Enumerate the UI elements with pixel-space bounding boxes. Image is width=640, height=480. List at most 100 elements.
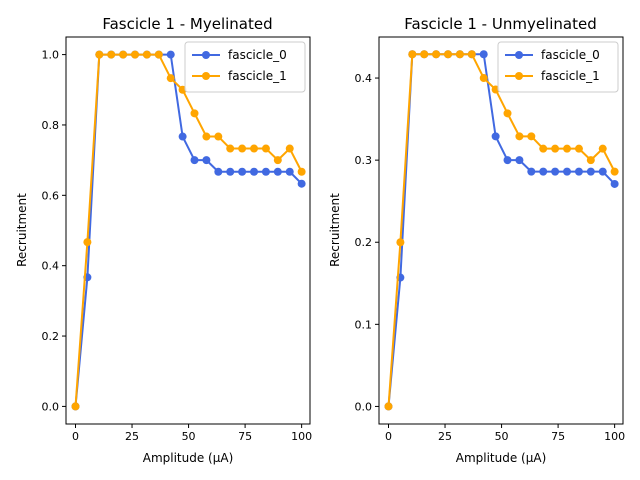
axes-frame (378, 36, 624, 425)
legend-label-fascicle-0: fascicle_0 (228, 48, 287, 62)
data-point-fascicle_1 (527, 132, 536, 141)
legend-label-fascicle-1: fascicle_1 (228, 69, 287, 83)
data-point-fascicle_0 (527, 167, 536, 176)
data-point-fascicle_1 (551, 144, 560, 153)
axes-ticks: 0 25 50 75 100 0.0 0.1 0.2 0.3 0.4 (355, 72, 626, 443)
data-point-fascicle_0 (479, 50, 488, 59)
data-point-fascicle_0 (503, 156, 512, 165)
x-tick-label: 0 (72, 430, 79, 443)
legend-marker-fascicle-0 (515, 51, 523, 59)
x-tick-label: 0 (385, 430, 392, 443)
y-tick-label: 0.1 (355, 318, 373, 331)
data-point-fascicle_1 (285, 144, 294, 153)
data-point-fascicle_1 (107, 50, 116, 59)
data-point-fascicle_1 (598, 144, 607, 153)
data-point-fascicle_1 (119, 50, 128, 59)
y-axis-label: Recruitment (328, 193, 342, 267)
axes-ticks: 0 25 50 75 100 0.0 0.2 0.4 0.6 0.8 1.0 (42, 49, 313, 443)
data-point-fascicle_0 (598, 167, 607, 176)
data-point-fascicle_0 (297, 179, 306, 188)
data-point-fascicle_1 (154, 50, 163, 59)
data-point-fascicle_1 (396, 238, 405, 247)
data-point-fascicle_0 (563, 167, 572, 176)
data-point-fascicle_1 (408, 50, 417, 59)
data-point-fascicle_0 (539, 167, 548, 176)
x-tick-label: 75 (551, 430, 565, 443)
x-tick-label: 50 (495, 430, 509, 443)
x-tick-label: 50 (182, 430, 196, 443)
data-point-fascicle_1 (95, 50, 104, 59)
axes-frame (65, 36, 311, 425)
y-tick-label: 0.4 (42, 260, 60, 273)
legend: fascicle_0 fascicle_1 (184, 41, 306, 93)
y-tick-label: 0.3 (355, 154, 373, 167)
data-point-fascicle_1 (250, 144, 259, 153)
data-point-fascicle_0 (491, 132, 500, 141)
data-point-fascicle_0 (586, 167, 595, 176)
data-point-fascicle_0 (551, 167, 560, 176)
y-tick-label: 0.6 (42, 189, 60, 202)
data-point-fascicle_1 (142, 50, 151, 59)
data-point-fascicle_1 (238, 144, 247, 153)
data-point-fascicle_1 (444, 50, 453, 59)
data-point-fascicle_1 (503, 109, 512, 118)
legend-label-fascicle-0: fascicle_0 (541, 48, 600, 62)
legend-marker-fascicle-1 (515, 72, 523, 80)
data-point-fascicle_1 (202, 132, 211, 141)
data-point-fascicle_1 (261, 144, 270, 153)
x-tick-label: 100 (291, 430, 312, 443)
data-point-fascicle_0 (178, 132, 187, 141)
data-point-fascicle_1 (131, 50, 140, 59)
data-point-fascicle_0 (574, 167, 583, 176)
data-point-fascicle_1 (71, 402, 80, 411)
data-point-fascicle_1 (479, 74, 488, 83)
legend: fascicle_0 fascicle_1 (497, 41, 619, 93)
legend-label-fascicle-1: fascicle_1 (541, 69, 600, 83)
chart-myelinated: Fascicle 1 - Myelinated 0 25 50 75 100 0.0 0.2… (15, 15, 312, 465)
y-tick-label: 0.0 (42, 400, 60, 413)
data-point-fascicle_1 (515, 132, 524, 141)
data-point-fascicle_0 (238, 167, 247, 176)
chart-unmyelinated: Fascicle 1 - Unmyelinated 0 25 50 75 100 0.0 0… (328, 15, 625, 465)
y-axis-label: Recruitment (15, 193, 29, 267)
data-point-fascicle_0 (261, 167, 270, 176)
data-point-fascicle_0 (515, 156, 524, 165)
data-point-fascicle_1 (226, 144, 235, 153)
data-point-fascicle_1 (467, 50, 476, 59)
data-point-fascicle_1 (83, 238, 92, 247)
legend-marker-fascicle-0 (202, 51, 210, 59)
data-point-fascicle_1 (586, 156, 595, 165)
chart-title: Fascicle 1 - Myelinated (102, 15, 272, 33)
data-point-fascicle_1 (190, 109, 199, 118)
y-tick-label: 1.0 (42, 49, 60, 62)
data-point-fascicle_0 (202, 156, 211, 165)
data-point-fascicle_0 (226, 167, 235, 176)
data-point-fascicle_0 (250, 167, 259, 176)
y-tick-label: 0.0 (355, 400, 373, 413)
data-point-fascicle_1 (384, 402, 393, 411)
x-tick-label: 25 (438, 430, 452, 443)
x-tick-label: 75 (238, 430, 252, 443)
chart-title: Fascicle 1 - Unmyelinated (404, 15, 596, 33)
legend-marker-fascicle-1 (202, 72, 210, 80)
x-tick-label: 100 (604, 430, 625, 443)
x-axis-label: Amplitude (µA) (143, 451, 234, 465)
data-point-fascicle_1 (610, 167, 619, 176)
y-tick-label: 0.8 (42, 119, 60, 132)
data-point-fascicle_0 (273, 167, 282, 176)
data-point-fascicle_1 (455, 50, 464, 59)
data-point-fascicle_0 (285, 167, 294, 176)
data-point-fascicle_1 (166, 74, 175, 83)
data-point-fascicle_1 (563, 144, 572, 153)
data-point-fascicle_1 (432, 50, 441, 59)
plot-area (71, 50, 306, 411)
data-point-fascicle_1 (214, 132, 223, 141)
data-point-fascicle_0 (166, 50, 175, 59)
x-axis-label: Amplitude (µA) (456, 451, 547, 465)
data-point-fascicle_1 (420, 50, 429, 59)
data-point-fascicle_1 (539, 144, 548, 153)
plot-area (384, 50, 619, 411)
data-point-fascicle_1 (574, 144, 583, 153)
y-tick-label: 0.4 (355, 72, 373, 85)
data-point-fascicle_0 (610, 179, 619, 188)
